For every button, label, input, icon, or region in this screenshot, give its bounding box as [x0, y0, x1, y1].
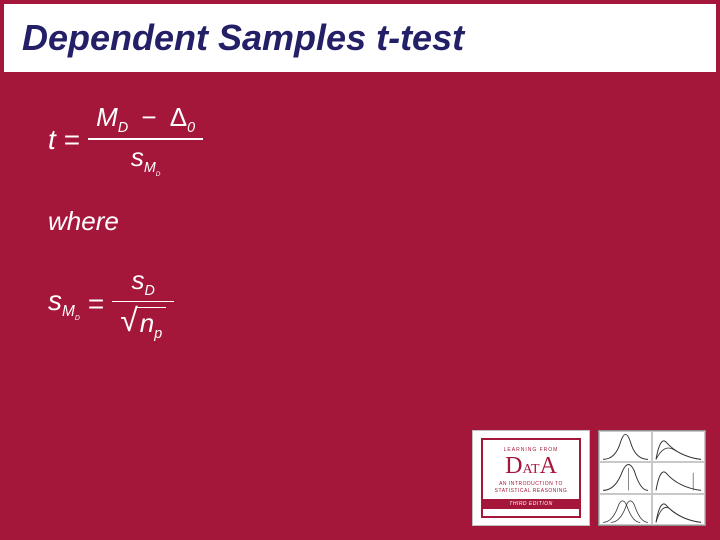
sm-fraction: sD √ np [112, 263, 174, 345]
sm-numerator: sD [124, 263, 163, 301]
equals-sign-2: = [88, 288, 104, 320]
s-symbol: s [131, 142, 144, 172]
dist-cell [599, 494, 652, 525]
sm-equation: sMD = sD √ np [48, 263, 203, 345]
book-logo: DATA [505, 454, 557, 478]
dist-cell [652, 431, 705, 462]
t-fraction: MD − Δ0 sMD [88, 100, 203, 180]
n-subscript: p [154, 327, 162, 343]
minus-sign: − [141, 102, 156, 132]
equals-sign: = [64, 124, 80, 156]
title-bar: Dependent Samples t-test [4, 4, 716, 72]
dist-cell [652, 462, 705, 493]
sm-denominator: √ np [112, 302, 174, 344]
t-denominator: sMD [123, 140, 169, 180]
formula-area: t = MD − Δ0 sMD where sMD = sD [48, 100, 203, 345]
n-symbol: n [140, 308, 154, 338]
delta-symbol: Δ [170, 102, 187, 132]
sqrt-body: np [136, 307, 166, 342]
sm-sub: MD [62, 303, 80, 320]
dist-cell [599, 431, 652, 462]
where-label: where [48, 206, 203, 237]
sd-subscript: D [145, 283, 155, 299]
sd-symbol: s [132, 265, 145, 295]
distribution-grid [598, 430, 706, 526]
slide-title: Dependent Samples t-test [22, 17, 464, 59]
dist-cell [652, 494, 705, 525]
textbook-cover: LEARNING FROM DATA AN INTRODUCTION TO ST… [472, 430, 590, 526]
mean-subscript: D [118, 120, 128, 136]
delta-subscript: 0 [187, 120, 195, 136]
s-sub-M: MD [144, 160, 161, 176]
textbook-cover-inner: LEARNING FROM DATA AN INTRODUCTION TO ST… [481, 438, 581, 518]
mean-symbol: M [96, 102, 118, 132]
sqrt: √ np [120, 304, 166, 342]
t-symbol: t [48, 124, 56, 156]
dist-cell [599, 462, 652, 493]
t-numerator: MD − Δ0 [88, 100, 203, 138]
t-equation: t = MD − Δ0 sMD [48, 100, 203, 180]
book-subtitle: AN INTRODUCTION TO STATISTICAL REASONING [495, 481, 568, 495]
book-edition: THIRD EDITION [483, 499, 579, 509]
sm-lhs: sMD [48, 285, 80, 323]
